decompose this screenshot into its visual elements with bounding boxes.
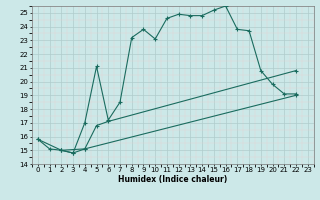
X-axis label: Humidex (Indice chaleur): Humidex (Indice chaleur) bbox=[118, 175, 228, 184]
